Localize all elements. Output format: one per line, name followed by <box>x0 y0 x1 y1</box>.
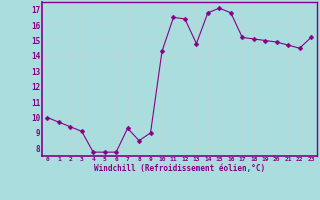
X-axis label: Windchill (Refroidissement éolien,°C): Windchill (Refroidissement éolien,°C) <box>94 164 265 173</box>
